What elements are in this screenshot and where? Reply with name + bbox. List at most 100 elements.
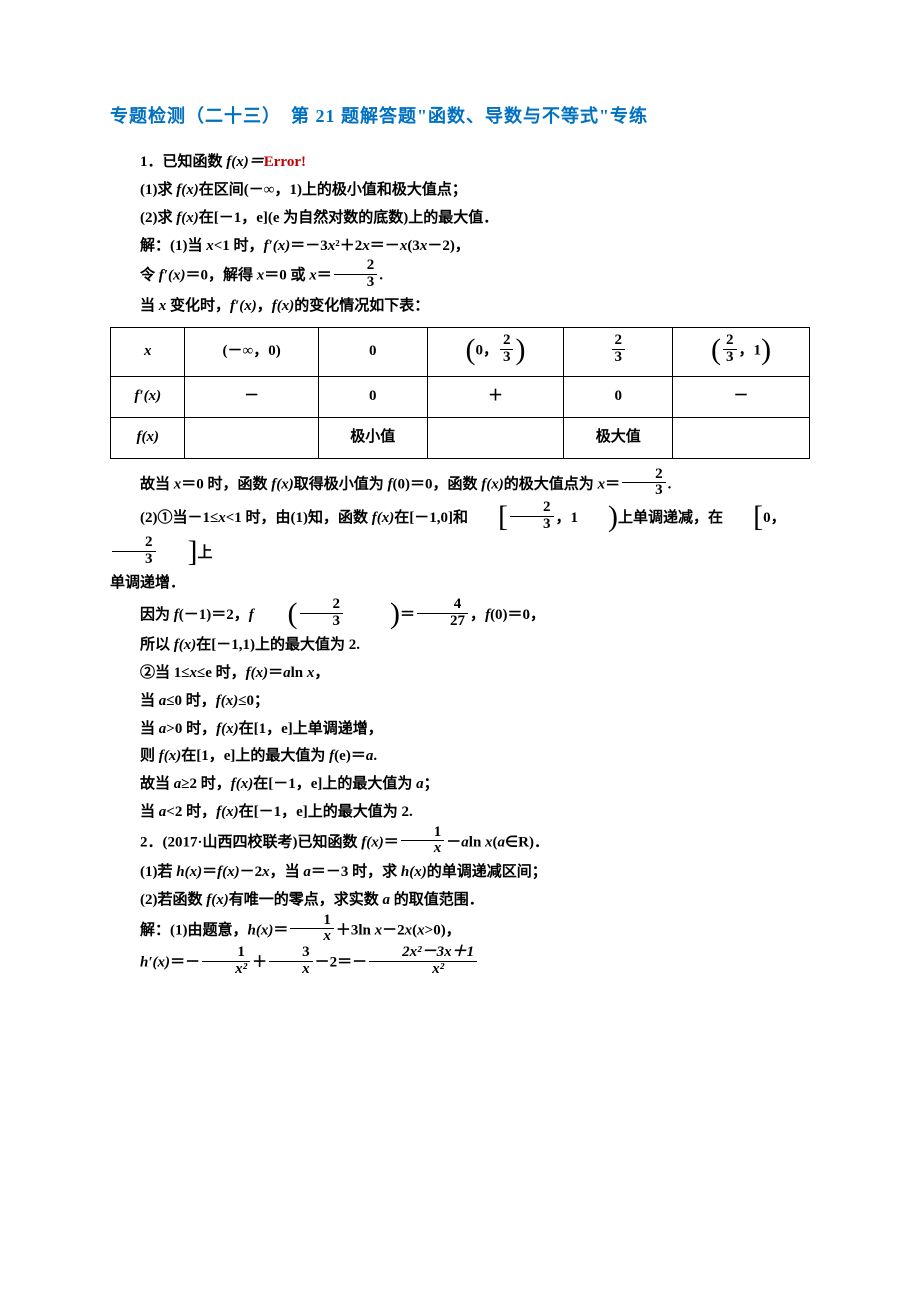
t: >0 时，	[166, 721, 216, 737]
cell	[427, 417, 564, 458]
t: f(x)	[206, 892, 229, 908]
fraction: 23	[300, 597, 344, 630]
lbracket-icon: [	[468, 503, 508, 530]
t: ln	[469, 834, 485, 850]
sol-line: 因为 f(－1)＝2，f (23 )＝427，f(0)＝0，	[110, 598, 810, 633]
t: －	[446, 834, 461, 850]
t: 取得极小值为	[294, 476, 388, 492]
d: x	[290, 929, 334, 945]
sol-line: 所以 f(x)在[－1,1)上的最大值为 2.	[110, 632, 810, 660]
t: f(x)	[217, 864, 240, 880]
t: x	[375, 922, 383, 938]
t: 当	[140, 804, 159, 820]
sol-line: 当 a<2 时，f(x)在[－1，e]上的最大值为 2.	[110, 799, 810, 827]
n: 1	[290, 913, 334, 930]
lbracket-icon: [	[723, 503, 763, 530]
t: x	[218, 510, 226, 526]
fraction: 23	[112, 535, 156, 568]
t: (1)求	[140, 182, 176, 198]
t: ②当 1≤	[140, 665, 189, 681]
t: ＝0，解得	[185, 268, 256, 284]
t: x	[485, 834, 493, 850]
sol-line: ②当 1≤x≤e 时，f(x)＝aln x，	[110, 660, 810, 688]
t: ＝－3	[290, 238, 328, 254]
cell: 极大值	[564, 417, 673, 458]
t: 解：(1)当	[140, 238, 206, 254]
t: x	[189, 665, 197, 681]
n: 2	[300, 597, 344, 614]
d: 3	[612, 350, 626, 366]
t: 在[－1,0]和	[394, 510, 468, 526]
cell: 23	[564, 327, 673, 376]
fraction: 1x	[401, 825, 445, 858]
cell: －	[673, 376, 810, 417]
t: f(x)	[136, 429, 159, 445]
n: 3	[269, 945, 313, 962]
cell: 0	[318, 327, 427, 376]
t: ＝－3 时，求	[311, 864, 401, 880]
t: f(x)	[272, 298, 295, 314]
t: ，	[314, 665, 329, 681]
t: 上单调递减，在	[618, 510, 723, 526]
rbracket-icon: ]	[158, 538, 198, 565]
t: ，1	[556, 510, 579, 526]
t: ＝	[317, 268, 332, 284]
t: .	[379, 268, 383, 284]
t: ≤0；	[238, 693, 269, 709]
t: 在[－1，e]上的最大值为	[253, 776, 416, 792]
sol-line: 解：(1)当 x<1 时，f′(x)＝－3x²＋2x＝－x(3x－2)，	[110, 233, 810, 261]
t: ＝	[268, 665, 283, 681]
sol-line: 令 f′(x)＝0，解得 x＝0 或 x＝23.	[110, 260, 810, 293]
t: 上	[198, 545, 213, 561]
n: 2	[500, 333, 514, 350]
t: －2)，	[427, 238, 470, 254]
sol-line: (2)①当－1≤x<1 时，由(1)知，函数 f(x)在[－1,0]和[23，1…	[110, 501, 810, 570]
t: h(x)	[176, 864, 202, 880]
t: f(x)	[372, 510, 395, 526]
t: <2 时，	[166, 804, 216, 820]
cell: 极小值	[318, 417, 427, 458]
cell: －	[185, 376, 318, 417]
n: 2	[622, 467, 666, 484]
t: 在[－1，e](e 为自然对数的底数)上的最大值．	[199, 210, 499, 226]
t: 的极大值点为	[504, 476, 598, 492]
t: a	[283, 665, 291, 681]
n: 2	[723, 333, 737, 350]
t: 故当	[140, 476, 174, 492]
t: ；	[424, 776, 439, 792]
fraction: 23	[723, 333, 737, 366]
t: 当	[140, 298, 159, 314]
d: x	[269, 962, 313, 978]
t: f(x)	[361, 834, 384, 850]
t: ，	[470, 607, 485, 623]
cell	[673, 417, 810, 458]
t: f(x)	[246, 665, 269, 681]
t: x	[417, 922, 425, 938]
problem-2-stem: 2．(2017·山西四校联考)已知函数 f(x)＝1x－aln x(a∈R)．	[110, 827, 810, 860]
n: 2	[510, 500, 554, 517]
t: h′(x)	[140, 955, 170, 971]
rparen-icon: )	[578, 503, 618, 530]
t: ²＋2	[335, 238, 362, 254]
p1-part2: (2)求 f(x)在[－1，e](e 为自然对数的底数)上的最大值．	[110, 205, 810, 233]
t: (e)＝	[334, 748, 366, 764]
sol-line: 则 f(x)在[1，e]上的最大值为 f(e)＝a.	[110, 743, 810, 771]
t: f(x)	[176, 182, 199, 198]
t: ≥2 时，	[181, 776, 230, 792]
t: f(x)	[216, 804, 239, 820]
t: x	[144, 343, 152, 359]
t: 令	[140, 268, 159, 284]
t: 的单调递减区间；	[427, 864, 547, 880]
t: .	[668, 476, 672, 492]
cell: (0，23)	[427, 327, 564, 376]
sol-line: 当 x 变化时，f′(x)，f(x)的变化情况如下表：	[110, 293, 810, 321]
t: a	[303, 864, 311, 880]
d: x²	[202, 962, 250, 978]
t: ≤e 时，	[197, 665, 246, 681]
t: ＝－	[370, 238, 400, 254]
sol-line: 当 a≤0 时，f(x)≤0；	[110, 688, 810, 716]
cell	[185, 417, 318, 458]
t: ∈R)．	[505, 834, 549, 850]
sol-line: 当 a>0 时，f(x)在[1，e]上单调递增，	[110, 716, 810, 744]
fraction: 427	[417, 597, 468, 630]
